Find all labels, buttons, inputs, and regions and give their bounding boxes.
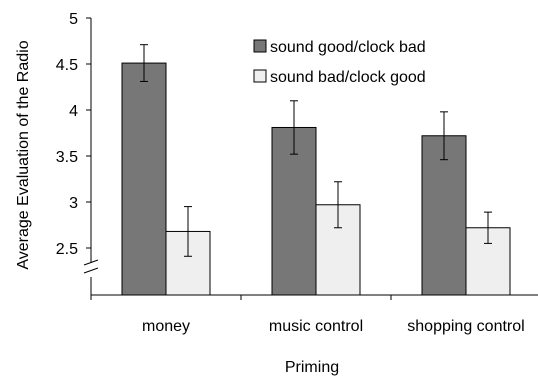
legend-label: sound bad/clock good xyxy=(270,69,426,86)
x-axis: money music control shopping control xyxy=(90,294,538,335)
y-tick-label: 4 xyxy=(69,103,78,120)
category-label: money xyxy=(142,318,190,335)
y-tick-label: 5 xyxy=(69,11,78,28)
bar-sound-good xyxy=(121,62,167,296)
legend-swatch xyxy=(253,69,267,83)
y-tick-label: 4.5 xyxy=(56,57,78,74)
y-tick-label: 2.5 xyxy=(56,241,78,258)
y-axis-title: Average Evaluation of the Radio xyxy=(15,40,32,269)
bar-sound-good xyxy=(421,135,467,296)
legend: sound good/clock bad sound bad/clock good xyxy=(253,39,426,86)
y-axis: 2.5 3 3.5 4 4.5 5 xyxy=(56,11,99,295)
legend-label: sound good/clock bad xyxy=(270,39,426,56)
y-tick-label: 3.5 xyxy=(56,149,78,166)
axis-break-mark xyxy=(83,259,99,266)
bar-sound-good xyxy=(271,126,317,296)
category-label: music control xyxy=(269,318,363,335)
legend-swatch xyxy=(253,39,267,53)
axis-break-mark xyxy=(83,267,99,274)
y-tick-label: 3 xyxy=(69,195,78,212)
x-axis-title: Priming xyxy=(285,359,339,376)
category-label: shopping control xyxy=(407,318,524,335)
bars xyxy=(121,44,511,296)
